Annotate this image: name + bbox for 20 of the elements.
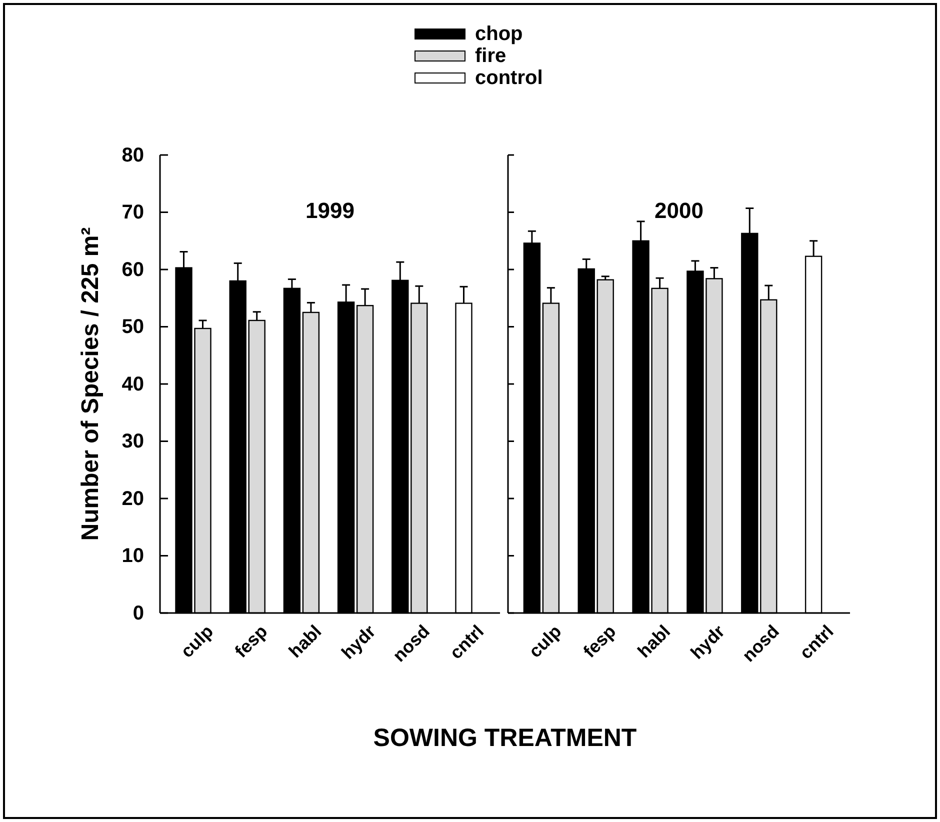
y-tick-label: 0 [132, 602, 144, 624]
y-tick-label: 50 [122, 316, 144, 338]
legend-label: control [475, 67, 543, 89]
y-tick-label: 40 [122, 373, 144, 396]
x-tick-label: culp [176, 621, 218, 662]
y-axis-title: Number of Species / 225 m² [77, 227, 104, 541]
text: 1999 [306, 198, 354, 223]
y-tick-label: 20 [122, 488, 144, 510]
y-tick-label: 60 [122, 258, 144, 281]
text: 2000 [654, 198, 704, 223]
x-tick-label: fesp [579, 621, 620, 662]
y-tick-label: 80 [122, 144, 144, 166]
y-tick-label: 70 [122, 202, 144, 224]
y-tick-label: 30 [122, 430, 144, 453]
legend-label: fire [475, 45, 506, 67]
x-axis-title: SOWING TREATMENT [373, 724, 637, 752]
y-tick-label: 10 [122, 545, 144, 568]
legend-label: chop [475, 23, 523, 45]
x-tick-label: fesp [230, 621, 272, 662]
x-tick-label: culp [524, 621, 566, 662]
